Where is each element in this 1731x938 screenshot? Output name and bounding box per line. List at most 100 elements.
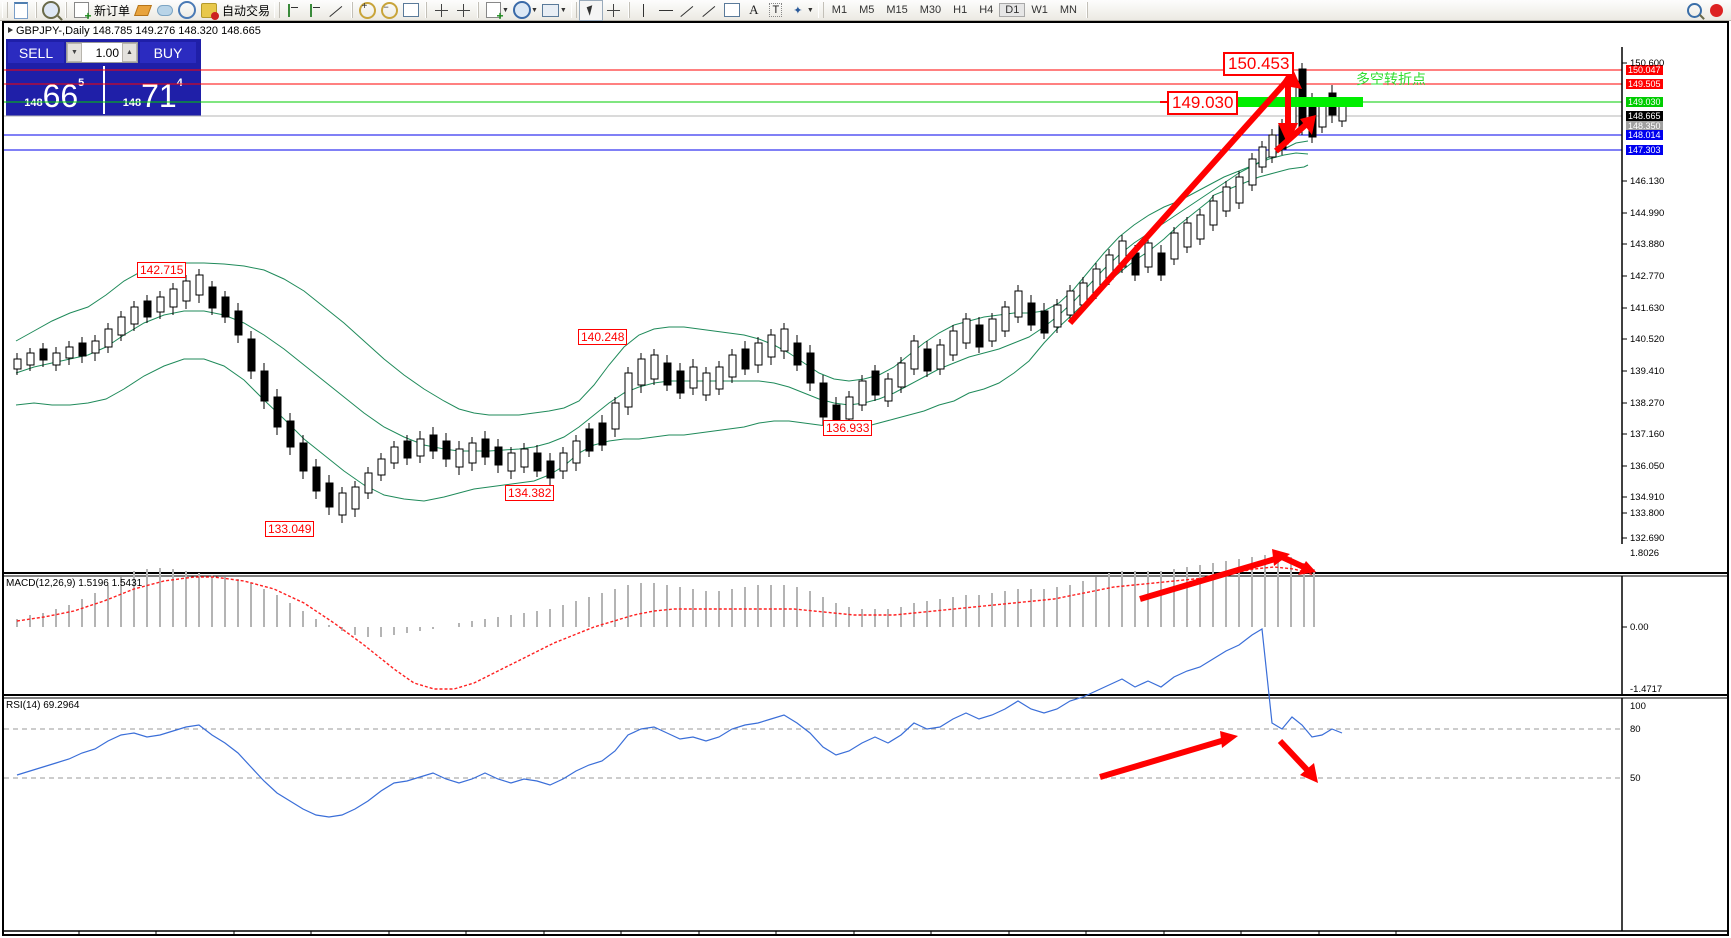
toolbar-grip[interactable] bbox=[274, 2, 281, 18]
sell-price-prefix: 148 bbox=[24, 97, 43, 109]
text-icon[interactable]: A bbox=[749, 2, 759, 17]
buy-price-prefix: 148 bbox=[122, 97, 142, 109]
volume-stepper[interactable]: ▼ 1.00 ▲ bbox=[66, 42, 138, 63]
annotation-150453[interactable]: 150.453 bbox=[1223, 52, 1295, 76]
annotation-136933[interactable]: 136.933 bbox=[823, 420, 873, 436]
alert-icon[interactable] bbox=[1705, 1, 1727, 20]
equidistant-channel-icon[interactable] bbox=[699, 1, 721, 20]
auto-scroll-icon[interactable] bbox=[430, 1, 452, 20]
macd-scale-zero: 0.00 bbox=[1630, 622, 1649, 633]
indicators-dropdown-icon[interactable]: ▼ bbox=[502, 6, 509, 14]
zoom-in-icon[interactable] bbox=[356, 1, 378, 20]
annotation-142715[interactable]: 142.715 bbox=[137, 262, 187, 278]
timeframe-m5[interactable]: M5 bbox=[859, 4, 875, 16]
price-tag-149030: 149.030 bbox=[1626, 97, 1663, 107]
rsi-down-arrow bbox=[1277, 738, 1313, 776]
shapes-icon[interactable]: ✦ bbox=[793, 4, 803, 17]
signals-icon[interactable] bbox=[176, 1, 198, 20]
indicators-icon[interactable] bbox=[482, 1, 504, 22]
macd-histogram bbox=[16, 555, 1315, 637]
price-tick-138270: 138.270 bbox=[1630, 398, 1665, 409]
cursor-icon[interactable] bbox=[578, 0, 603, 21]
buy-price-big: 71 bbox=[141, 78, 177, 114]
toolbar-separator bbox=[477, 2, 480, 18]
period-dropdown-icon[interactable]: ▼ bbox=[530, 6, 538, 14]
search-icon[interactable] bbox=[1683, 1, 1705, 20]
price-tag-148350: 148.350 bbox=[1626, 121, 1663, 131]
buy-button[interactable]: BUY bbox=[140, 42, 196, 63]
new-order-icon[interactable] bbox=[70, 1, 92, 22]
timeframe-m15[interactable]: M15 bbox=[886, 4, 908, 16]
price-tick-133800: 133.800 bbox=[1630, 508, 1665, 519]
bar-chart-icon[interactable] bbox=[282, 1, 304, 20]
crypto-icon[interactable] bbox=[132, 1, 154, 20]
toolbar-grip[interactable] bbox=[2, 2, 8, 18]
templates-dropdown-icon[interactable]: ▼ bbox=[559, 6, 567, 14]
text-label-icon[interactable]: T bbox=[765, 1, 787, 20]
volume-input[interactable]: 1.00 bbox=[95, 45, 119, 60]
volume-decrease-icon[interactable]: ▼ bbox=[67, 43, 82, 62]
timeframe-m1[interactable]: M1 bbox=[831, 4, 848, 16]
vertical-line-icon[interactable] bbox=[633, 1, 655, 20]
timeframe-mn[interactable]: MN bbox=[1059, 4, 1077, 16]
shapes-dropdown-icon[interactable]: ▼ bbox=[806, 6, 814, 14]
zoom-out-icon[interactable] bbox=[378, 1, 400, 20]
new-order-label[interactable]: 新订单 bbox=[94, 3, 131, 18]
candlestick-chart-icon[interactable] bbox=[304, 1, 326, 20]
trendline-icon[interactable] bbox=[677, 1, 699, 20]
new-chart-icon[interactable] bbox=[10, 1, 32, 20]
data-window-icon[interactable] bbox=[400, 1, 422, 20]
timeframe-w1[interactable]: W1 bbox=[1031, 4, 1048, 16]
buy-price-sup: 4 bbox=[176, 77, 183, 89]
toolbar-separator bbox=[65, 2, 67, 18]
price-tick-132690: 132.690 bbox=[1630, 533, 1665, 544]
toolbar-grip[interactable] bbox=[570, 2, 577, 18]
autotrading-icon[interactable] bbox=[198, 1, 220, 20]
price-tick-140520: 140.520 bbox=[1630, 334, 1665, 345]
sell-price[interactable]: 148 66 5 bbox=[6, 66, 105, 114]
uptrend-arrow bbox=[1067, 72, 1295, 326]
recovery-arrowhead bbox=[1300, 115, 1316, 135]
timeframe-m30[interactable]: M30 bbox=[919, 4, 942, 16]
price-tick-150600: 150.600 bbox=[1630, 58, 1665, 69]
market-watch-icon[interactable] bbox=[40, 1, 62, 20]
annotation-133049[interactable]: 133.049 bbox=[265, 521, 315, 537]
toolbar-separator bbox=[1085, 2, 1088, 18]
crosshair-icon[interactable] bbox=[603, 1, 625, 20]
price-tag-147303: 147.303 bbox=[1626, 145, 1663, 155]
rsi-trend-arrow bbox=[1099, 736, 1229, 780]
toolbar-grip[interactable] bbox=[817, 2, 824, 18]
annotation-140248[interactable]: 140.248 bbox=[578, 329, 628, 345]
line-chart-icon[interactable] bbox=[326, 1, 348, 20]
main-toolbar: 新订单 自动交易 ▼ ▼ ▼ A T ✦ ▼ M1 M5 M15 M30 H1 … bbox=[0, 0, 1731, 22]
bollinger-lower bbox=[15, 164, 1309, 502]
chinese-annotation-note[interactable]: 多空转折点 bbox=[1356, 72, 1426, 88]
price-tick-146130: 146.130 bbox=[1630, 176, 1665, 187]
timeframe-h1[interactable]: H1 bbox=[953, 4, 968, 16]
price-tick-141630: 141.630 bbox=[1630, 303, 1665, 314]
sell-button[interactable]: SELL bbox=[8, 42, 64, 63]
auto-trading-label[interactable]: 自动交易 bbox=[222, 3, 271, 18]
chart-window[interactable]: GBPJPY-,Daily 148.785 149.276 148.320 14… bbox=[2, 21, 1729, 936]
cloud-icon[interactable] bbox=[154, 1, 176, 20]
annotation-134382[interactable]: 134.382 bbox=[505, 485, 555, 501]
volume-increase-icon[interactable]: ▲ bbox=[122, 43, 137, 62]
chart-canvas bbox=[4, 47, 1727, 934]
rsi-scale-100: 100 bbox=[1630, 701, 1646, 712]
downtrend-arrowhead bbox=[1278, 123, 1298, 145]
macd-arrowhead-down bbox=[1298, 561, 1316, 575]
one-click-trading-panel[interactable]: SELL ▼ 1.00 ▲ BUY 148 66 5 148 71 4 bbox=[6, 39, 201, 116]
fibonacci-icon[interactable] bbox=[721, 1, 743, 20]
horizontal-line-icon[interactable] bbox=[655, 1, 677, 20]
price-tick-142770: 142.770 bbox=[1630, 271, 1665, 282]
bollinger-upper bbox=[15, 152, 1309, 416]
price-axis-ticks bbox=[1622, 62, 1627, 539]
timeframe-h4[interactable]: H4 bbox=[979, 4, 994, 16]
buy-price[interactable]: 148 71 4 bbox=[105, 66, 202, 114]
annotation-149030[interactable]: 149.030 bbox=[1167, 91, 1239, 115]
templates-icon[interactable] bbox=[540, 1, 562, 20]
timeframe-d1[interactable]: D1 bbox=[999, 3, 1026, 17]
period-clock-icon[interactable] bbox=[511, 1, 533, 20]
price-tick-134910: 134.910 bbox=[1630, 492, 1665, 503]
chart-shift-icon[interactable] bbox=[452, 1, 474, 20]
